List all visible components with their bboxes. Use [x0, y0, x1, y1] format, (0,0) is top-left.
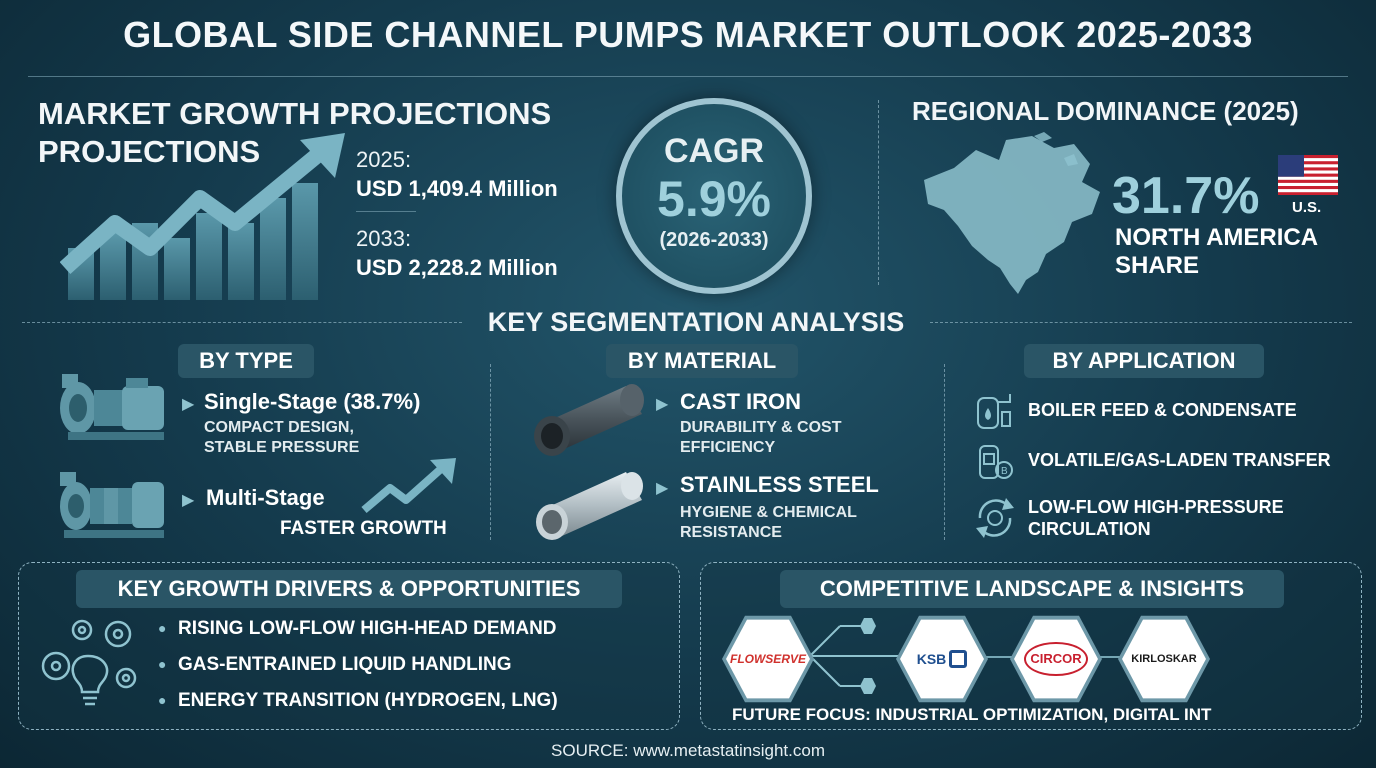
regional-line1: NORTH AMERICA	[1115, 224, 1319, 251]
logo-kirloskar-hex: KIRLOSKAR	[1118, 615, 1210, 703]
application-item3-line2: CIRCULATION	[1028, 519, 1151, 539]
driver-bullet-3: ●	[158, 692, 167, 708]
logo-connector-2	[1096, 656, 1126, 658]
material-item2-sub1: HYGIENE & CHEMICAL	[680, 504, 857, 521]
drivers-heading: KEY GROWTH DRIVERS & OPPORTUNITIES	[76, 570, 622, 608]
application-item2: VOLATILE/GAS-LADEN TRANSFER	[1028, 450, 1331, 470]
by-material-label: BY MATERIAL	[606, 344, 798, 378]
logo-connector-1	[980, 656, 1020, 658]
material-item2-title: STAINLESS STEEL	[680, 472, 879, 497]
driver-bullet-1: ●	[158, 620, 167, 636]
segmentation-heading: KEY SEGMENTATION ANALYSIS	[487, 307, 905, 337]
growth-heading-line1: MARKET GROWTH PROJECTIONS	[38, 96, 552, 131]
logo-kirloskar: KIRLOSKAR	[1131, 653, 1197, 665]
driver-item-2: GAS-ENTRAINED LIQUID HANDLING	[178, 654, 512, 675]
driver-item-3: ENERGY TRANSITION (HYDROGEN, LNG)	[178, 690, 558, 711]
segment-divider-1	[490, 364, 491, 540]
material-bullet-1: ▶	[656, 396, 669, 413]
logo-flowserve: FLOWSERVE	[729, 652, 806, 666]
material-item1-sub1: DURABILITY & COST	[680, 419, 842, 436]
regional-heading: REGIONAL DOMINANCE (2025)	[912, 96, 1299, 126]
type-item1-sub2: STABLE PRESSURE	[204, 439, 360, 456]
material-bullet-2: ▶	[656, 480, 669, 497]
growth-year1-value: USD 1,409.4 Million	[356, 176, 558, 201]
pump-icon	[60, 472, 164, 538]
regional-divider	[878, 100, 879, 285]
type-item1-title: Single-Stage (38.7%)	[204, 389, 421, 414]
pipe-icon	[534, 384, 644, 456]
logo-circor: CIRCOR	[1030, 651, 1082, 666]
segmentation-rule-left	[22, 322, 462, 323]
gas-tank-icon: B	[979, 445, 1013, 479]
trend-arrow-icon	[361, 458, 456, 514]
cagr-label: CAGR	[663, 132, 765, 170]
by-type-label: BY TYPE	[178, 344, 314, 378]
driver-bullet-2: ●	[158, 656, 167, 672]
source-note: SOURCE: www.metastatinsight.com	[551, 741, 825, 760]
segment-divider-2	[944, 364, 945, 540]
type-item2-sub: FASTER GROWTH	[280, 518, 447, 539]
growth-heading-line2: PROJECTIONS	[38, 134, 261, 169]
type-bullet-1: ▶	[182, 396, 195, 413]
cagr-value: 5.9%	[657, 171, 771, 227]
cagr-period: (2026-2033)	[659, 229, 769, 251]
page-title: GLOBAL SIDE CHANNEL PUMPS MARKET OUTLOOK…	[123, 14, 1253, 55]
type-bullet-2: ▶	[182, 492, 195, 509]
logo-circor-hex: CIRCOR	[1010, 615, 1102, 703]
title-divider	[28, 76, 1348, 77]
boiler-icon	[977, 394, 1011, 429]
material-item2-sub2: RESISTANCE	[680, 524, 782, 541]
network-connector-icon	[809, 618, 898, 694]
by-application-label: BY APPLICATION	[1024, 344, 1264, 378]
application-item3-line1: LOW-FLOW HIGH-PRESSURE	[1028, 497, 1284, 517]
flag-label: U.S.	[1292, 199, 1322, 216]
material-item1-title: CAST IRON	[680, 389, 801, 414]
logo-ksb-hex: KSB	[896, 615, 988, 703]
gears-lightbulb-icon	[41, 619, 137, 706]
north-america-map-icon	[924, 132, 1100, 294]
segmentation-rule-right	[930, 322, 1352, 323]
regional-line2: SHARE	[1115, 252, 1200, 279]
circulation-icon	[976, 498, 1014, 538]
future-focus: FUTURE FOCUS: INDUSTRIAL OPTIMIZATION, D…	[732, 705, 1212, 724]
us-flag-icon	[1278, 155, 1338, 195]
material-item1-sub2: EFFICIENCY	[680, 439, 776, 456]
application-item1: BOILER FEED & CONDENSATE	[1028, 400, 1297, 420]
growth-year2-value: USD 2,228.2 Million	[356, 255, 558, 280]
type-item2-title: Multi-Stage	[206, 485, 325, 510]
ksb-mark-icon	[949, 650, 968, 668]
competitive-heading: COMPETITIVE LANDSCAPE & INSIGHTS	[780, 570, 1284, 608]
cagr-badge: CAGR 5.9% (2026-2033)	[616, 98, 812, 294]
pump-icon	[60, 374, 164, 440]
driver-item-1: RISING LOW-FLOW HIGH-HEAD DEMAND	[178, 618, 557, 639]
circor-ring-icon: CIRCOR	[1024, 642, 1088, 676]
regional-share: 31.7%	[1112, 167, 1260, 225]
growth-divider	[356, 211, 416, 212]
pipe-icon	[536, 472, 643, 540]
svg-text:B: B	[1001, 466, 1008, 477]
logo-ksb: KSB	[916, 651, 947, 667]
growth-year2-label: 2033:	[356, 226, 412, 251]
type-item1-sub1: COMPACT DESIGN,	[204, 419, 354, 436]
growth-chart-icon	[60, 133, 345, 300]
growth-year1-label: 2025:	[356, 147, 412, 172]
